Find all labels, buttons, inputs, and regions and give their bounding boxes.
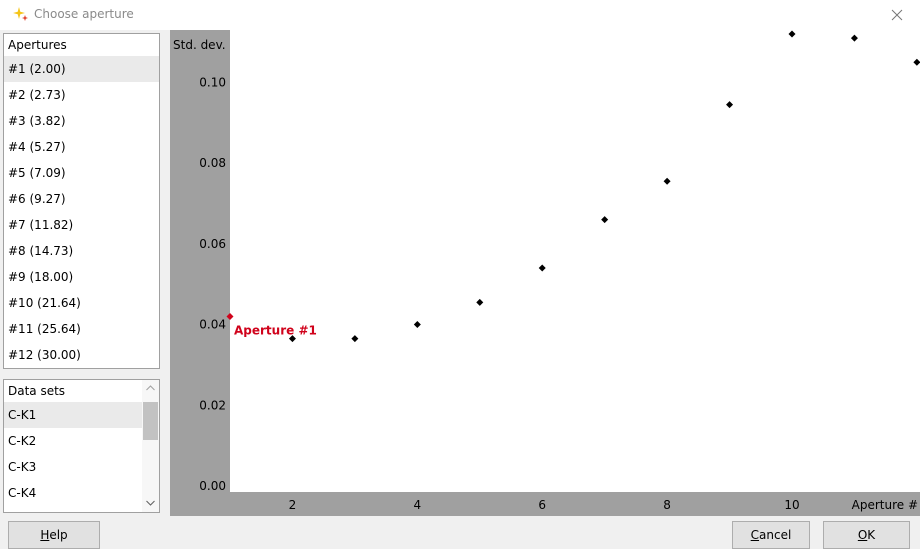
- x-axis-band: [170, 492, 920, 516]
- plot-area: [230, 30, 920, 492]
- x-tick-label: 10: [784, 498, 799, 512]
- aperture-item[interactable]: #5 (7.09): [8, 166, 66, 180]
- cancel-accelerator: C: [750, 528, 760, 542]
- x-axis-label: Aperture #: [852, 498, 918, 512]
- y-axis-label: Std. dev.: [173, 38, 226, 52]
- help-accelerator: H: [40, 528, 50, 542]
- title-bar: Choose aperture: [0, 0, 920, 30]
- chevron-up-icon: [146, 385, 155, 391]
- y-tick-label: 0.10: [199, 76, 226, 90]
- data-point[interactable]: [913, 58, 920, 66]
- x-tick-label: 4: [414, 498, 422, 512]
- y-tick-label: 0.00: [199, 479, 226, 493]
- datasets-header: Data sets: [8, 384, 66, 398]
- data-point[interactable]: [663, 177, 671, 185]
- dataset-item[interactable]: C-K3: [8, 460, 37, 474]
- scroll-up-button[interactable]: [142, 380, 159, 397]
- datasets-list[interactable]: Data sets C-K1 C-K2 C-K3 C-K4: [3, 379, 160, 513]
- data-point[interactable]: [538, 264, 546, 272]
- aperture-item[interactable]: #6 (9.27): [8, 192, 66, 206]
- std-dev-chart[interactable]: Std. dev. Aperture # 0.00 0.02 0.04 0.06 0.0…: [170, 30, 920, 516]
- datasets-scrollbar[interactable]: [142, 380, 159, 512]
- data-point[interactable]: [788, 30, 796, 38]
- y-axis-band: [170, 30, 230, 516]
- close-button[interactable]: [874, 0, 920, 30]
- chart-svg: Std. dev. Aperture # 0.00 0.02 0.04 0.06 0.0…: [170, 30, 920, 516]
- aperture-item[interactable]: #2 (2.73): [8, 88, 66, 102]
- chevron-down-icon: [146, 500, 155, 506]
- sparkle-app-icon: [12, 6, 30, 24]
- dataset-item[interactable]: C-K1: [4, 402, 159, 428]
- window-title: Choose aperture: [34, 7, 134, 21]
- ok-button[interactable]: OK: [823, 521, 910, 549]
- apertures-list[interactable]: Apertures #1 (2.00) #2 (2.73) #3 (3.82) …: [3, 33, 160, 369]
- scroll-down-button[interactable]: [142, 495, 159, 512]
- aperture-item[interactable]: #7 (11.82): [8, 218, 74, 232]
- aperture-item[interactable]: #12 (30.00): [8, 348, 81, 362]
- x-tick-label: 8: [663, 498, 671, 512]
- data-point[interactable]: [601, 216, 609, 224]
- data-point[interactable]: [413, 321, 421, 329]
- aperture-item[interactable]: #9 (18.00): [8, 270, 74, 284]
- highlighted-data-point[interactable]: [226, 312, 234, 320]
- data-point[interactable]: [351, 335, 359, 343]
- dataset-item[interactable]: C-K4: [8, 486, 37, 500]
- cancel-label: ancel: [759, 528, 792, 542]
- highlight-label: Aperture #1: [234, 323, 317, 337]
- data-point[interactable]: [726, 101, 734, 109]
- y-tick-label: 0.04: [199, 318, 226, 332]
- apertures-header: Apertures: [8, 38, 67, 52]
- x-tick-label: 6: [538, 498, 546, 512]
- close-icon: [891, 9, 903, 21]
- aperture-item[interactable]: #11 (25.64): [8, 322, 81, 336]
- ok-accelerator: O: [857, 528, 868, 542]
- data-point[interactable]: [288, 335, 296, 343]
- data-point[interactable]: [476, 298, 484, 306]
- aperture-item[interactable]: #1 (2.00): [4, 56, 159, 82]
- help-label: elp: [49, 528, 68, 542]
- y-tick-label: 0.02: [199, 398, 226, 412]
- y-tick-label: 0.08: [199, 156, 226, 170]
- x-tick-label: 2: [289, 498, 297, 512]
- cancel-button[interactable]: Cancel: [732, 521, 810, 549]
- aperture-item[interactable]: #8 (14.73): [8, 244, 74, 258]
- data-point[interactable]: [850, 34, 858, 42]
- aperture-item[interactable]: #3 (3.82): [8, 114, 66, 128]
- help-button[interactable]: Help: [8, 521, 100, 549]
- ok-label: K: [867, 528, 876, 542]
- y-tick-label: 0.06: [199, 237, 226, 251]
- scroll-thumb[interactable]: [143, 402, 158, 440]
- aperture-item[interactable]: #10 (21.64): [8, 296, 81, 310]
- dataset-item[interactable]: C-K2: [8, 434, 37, 448]
- aperture-item[interactable]: #4 (5.27): [8, 140, 66, 154]
